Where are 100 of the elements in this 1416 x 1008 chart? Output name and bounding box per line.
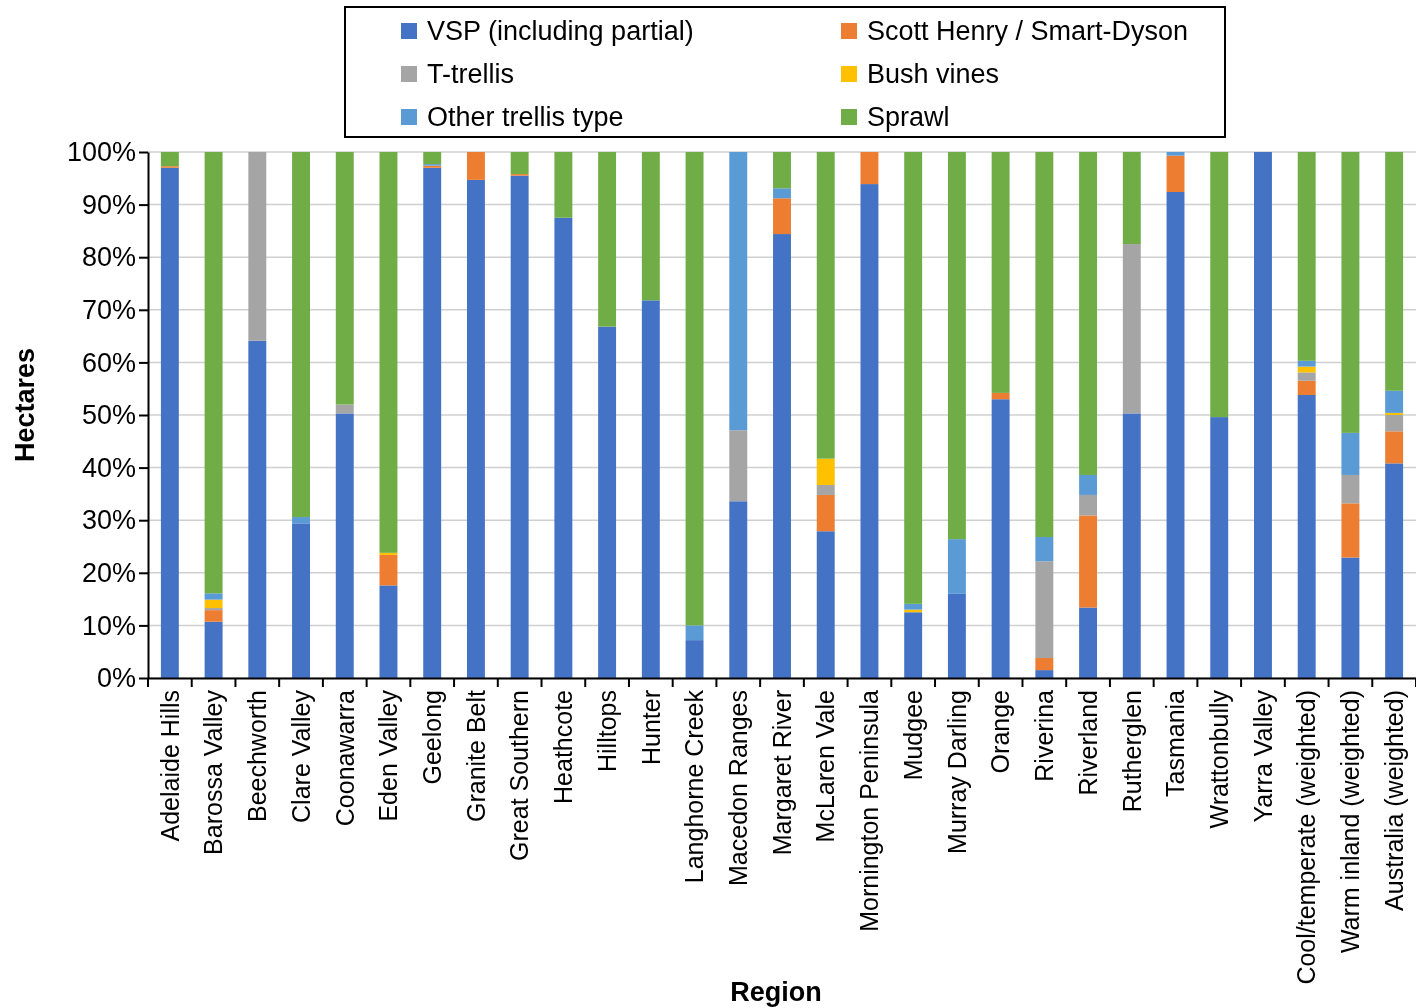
bar — [248, 152, 267, 341]
bar — [1385, 415, 1404, 432]
bar — [729, 501, 748, 678]
bar — [1341, 557, 1360, 678]
bar — [160, 167, 179, 678]
bar — [1079, 474, 1098, 495]
bar — [991, 152, 1010, 393]
bar — [904, 612, 923, 678]
bar — [1341, 503, 1360, 558]
x-axis-title: Region — [730, 977, 822, 1007]
bar — [1297, 372, 1316, 381]
bar — [598, 152, 617, 327]
bar — [1166, 191, 1185, 678]
bar — [204, 610, 223, 622]
x-tick-label: Orange — [986, 690, 1015, 774]
x-tick-label: Clare Valley — [286, 689, 315, 823]
x-tick-label: Mornington Peninsula — [855, 689, 884, 932]
bar — [1122, 244, 1141, 414]
bar — [1297, 380, 1316, 396]
bar — [860, 184, 879, 678]
bar — [816, 458, 835, 485]
bar — [1297, 395, 1316, 678]
bar — [204, 608, 223, 611]
bar — [1385, 152, 1404, 391]
bar — [204, 621, 223, 678]
bar — [1341, 152, 1360, 433]
x-tick-label: McLaren Vale — [811, 690, 840, 843]
x-tick-label: Riverina — [1030, 689, 1059, 782]
bar — [641, 300, 660, 678]
bar — [685, 640, 704, 678]
x-tick-label: Tasmania — [1161, 689, 1190, 797]
bar — [1079, 515, 1098, 608]
x-tick-label: Cool/temperate (weighted) — [1292, 690, 1321, 985]
bar — [1385, 412, 1404, 415]
y-tick-label: 20% — [81, 557, 136, 588]
bar — [991, 392, 1010, 400]
y-tick-label: 50% — [81, 400, 136, 431]
bar — [466, 179, 485, 678]
x-tick-label: Barossa Valley — [199, 689, 228, 855]
bar — [641, 152, 660, 301]
bar — [685, 625, 704, 641]
y-tick-label: 40% — [81, 452, 136, 483]
bar — [554, 152, 573, 218]
bar — [510, 175, 529, 678]
x-tick-label: Eden Valley — [374, 689, 403, 822]
legend-label: Bush vines — [867, 59, 1000, 90]
x-tick-label: Geelong — [417, 690, 446, 785]
x-tick-label: Mudgee — [898, 690, 927, 781]
bar — [1035, 152, 1054, 538]
bar — [248, 340, 267, 678]
bar — [292, 152, 310, 518]
bar — [729, 152, 748, 431]
bar — [160, 152, 179, 167]
bar — [1210, 417, 1229, 678]
bar — [773, 198, 791, 235]
x-tick-label: Rutherglen — [1117, 690, 1146, 813]
bar — [554, 217, 573, 678]
bar — [1122, 413, 1141, 678]
legend-label: Scott Henry / Smart-Dyson — [867, 16, 1189, 47]
bar — [335, 413, 354, 678]
bar — [1254, 152, 1272, 678]
bar — [1210, 152, 1229, 418]
bar — [1035, 670, 1054, 678]
bar — [379, 554, 398, 586]
bar — [947, 593, 966, 678]
x-tick-label: Australia (weighted) — [1379, 690, 1408, 911]
x-tick-label: Great Southern — [505, 690, 534, 861]
y-tick-label: 70% — [81, 294, 136, 325]
x-tick-label: Yarra Valley — [1248, 689, 1277, 823]
bar — [816, 484, 835, 495]
bar — [379, 152, 398, 553]
x-tick-label: Riverland — [1073, 690, 1102, 796]
bar — [773, 188, 791, 199]
x-tick-label: Langhorne Creek — [680, 689, 709, 884]
bar — [904, 603, 923, 610]
bar — [379, 585, 398, 678]
bar — [773, 152, 791, 189]
legend-label: Sprawl — [867, 102, 950, 133]
bar — [685, 152, 704, 626]
y-tick-label: 80% — [81, 242, 136, 273]
bar — [1385, 390, 1404, 413]
legend-label: T-trellis — [427, 59, 514, 90]
legend-label: Other trellis type — [427, 102, 624, 133]
bar — [423, 167, 442, 678]
y-tick-label: 30% — [81, 505, 136, 536]
x-tick-label: Hunter — [636, 690, 665, 766]
x-tick-label: Murray Darling — [942, 690, 971, 854]
y-tick-label: 10% — [81, 610, 136, 641]
x-tick-label: Adelaide Hills — [155, 690, 184, 842]
bar — [510, 152, 529, 175]
x-tick-label: Hilltops — [592, 690, 621, 772]
x-tick-label: Heathcote — [549, 690, 578, 804]
bar — [1341, 432, 1360, 475]
bar — [598, 326, 617, 678]
y-tick-label: 0% — [96, 663, 136, 694]
bar — [947, 539, 966, 594]
bar — [1035, 537, 1054, 562]
bar — [904, 152, 923, 604]
bar — [1166, 152, 1185, 156]
x-tick-label: Warm inland (weighted) — [1336, 690, 1365, 954]
